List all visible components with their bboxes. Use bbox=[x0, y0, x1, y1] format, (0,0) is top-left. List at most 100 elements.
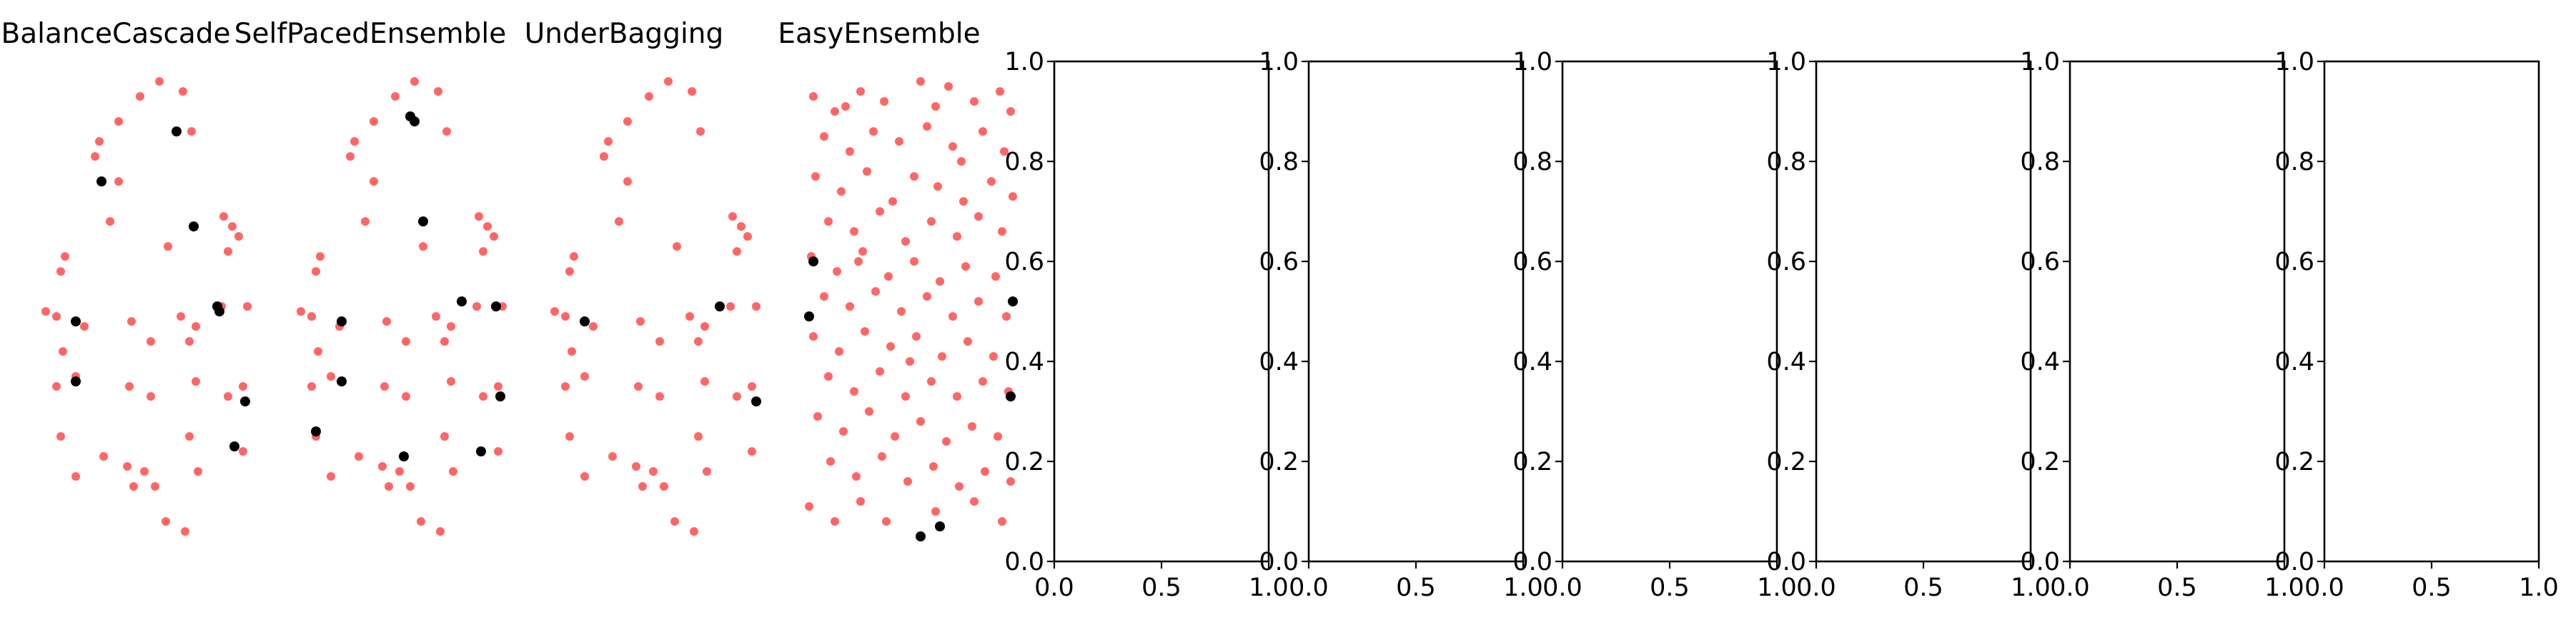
majority-point bbox=[831, 517, 839, 526]
majority-point bbox=[106, 217, 114, 226]
majority-point bbox=[897, 307, 906, 316]
majority-point bbox=[981, 467, 989, 476]
minority-point bbox=[337, 376, 347, 386]
majority-point bbox=[880, 97, 888, 106]
majority-point bbox=[839, 427, 848, 436]
majority-point bbox=[948, 142, 957, 151]
x-tick-label: 0.5 bbox=[1903, 574, 1943, 602]
majority-point bbox=[568, 347, 576, 356]
majority-point bbox=[912, 332, 921, 341]
majority-point bbox=[927, 217, 936, 226]
subplot-title-selfpacedensemble: SelfPacedEnsemble bbox=[234, 18, 506, 50]
subplot-6: 0.0 0.2 0.4 0.6 0.8 1.0 0.0 0.5 1.0 bbox=[1259, 48, 1543, 602]
subplot-7: 0.0 0.2 0.4 0.6 0.8 1.0 0.0 0.5 1.0 bbox=[1512, 48, 1797, 602]
majority-point bbox=[901, 237, 910, 246]
y-tick-label: 0.4 bbox=[1512, 348, 1552, 376]
majority-point bbox=[380, 382, 389, 391]
minority-point bbox=[1008, 296, 1018, 306]
majority-point bbox=[963, 337, 972, 346]
majority-point bbox=[565, 432, 574, 441]
majority-point bbox=[660, 482, 668, 491]
minority-point bbox=[337, 316, 347, 326]
majority-point bbox=[52, 382, 61, 391]
minority-point bbox=[916, 531, 926, 541]
majority-point bbox=[370, 117, 378, 126]
majority-point bbox=[923, 292, 931, 301]
minority-point bbox=[410, 116, 420, 126]
y-tick-label: 0.2 bbox=[1259, 448, 1299, 476]
majority-point bbox=[854, 257, 863, 266]
majority-point bbox=[589, 322, 598, 331]
y-tick-label: 0.8 bbox=[1004, 148, 1044, 176]
majority-point bbox=[878, 452, 886, 461]
majority-point bbox=[837, 187, 846, 196]
majority-point bbox=[177, 312, 185, 321]
minority-point bbox=[311, 426, 321, 436]
majority-point bbox=[748, 447, 756, 456]
majority-point bbox=[127, 317, 136, 326]
y-tick-label: 0.4 bbox=[2274, 348, 2314, 376]
majority-point bbox=[733, 392, 741, 401]
y-tick-label: 0.4 bbox=[2020, 348, 2060, 376]
majority-point bbox=[824, 217, 833, 226]
majority-point bbox=[187, 127, 196, 136]
majority-point bbox=[953, 232, 961, 241]
majority-point bbox=[181, 527, 189, 536]
majority-point bbox=[432, 312, 440, 321]
majority-point bbox=[402, 392, 410, 401]
majority-point bbox=[490, 232, 498, 241]
x-tick-label: 1.0 bbox=[1757, 574, 1797, 602]
majority-point bbox=[1006, 477, 1015, 486]
y-tick-label: 0.8 bbox=[1259, 148, 1299, 176]
majority-point bbox=[968, 422, 976, 431]
majority-point bbox=[370, 177, 378, 186]
y-tick-label: 0.4 bbox=[1259, 348, 1299, 376]
majority-point bbox=[192, 377, 200, 386]
y-tick-label: 0.8 bbox=[1512, 148, 1552, 176]
majority-point bbox=[974, 297, 983, 306]
subplot-5: 0.0 0.2 0.4 0.6 0.8 1.0 0.0 0.5 1.0 bbox=[1004, 48, 1289, 602]
majority-point bbox=[1002, 312, 1011, 321]
majority-point bbox=[151, 482, 159, 491]
y-tick-label: 0.2 bbox=[1512, 448, 1552, 476]
majority-point bbox=[623, 177, 632, 186]
majority-point bbox=[752, 302, 761, 311]
minority-point bbox=[96, 176, 106, 186]
majority-point bbox=[987, 177, 996, 186]
majority-point bbox=[125, 382, 134, 391]
majority-point bbox=[224, 392, 232, 401]
majority-point bbox=[550, 307, 559, 316]
y-tick-label: 1.0 bbox=[2274, 48, 2314, 76]
majority-point bbox=[805, 502, 813, 511]
majority-point bbox=[561, 312, 570, 321]
majority-point bbox=[440, 337, 449, 346]
majority-point bbox=[472, 302, 481, 311]
majority-point bbox=[417, 517, 425, 526]
majority-point bbox=[820, 292, 828, 301]
majority-point bbox=[863, 167, 871, 176]
majority-point bbox=[957, 157, 966, 166]
majority-point bbox=[440, 432, 449, 441]
y-tick-label: 0.4 bbox=[1004, 348, 1044, 376]
x-tick-label: 0.0 bbox=[2304, 574, 2344, 602]
majority-point bbox=[901, 392, 910, 401]
minority-point bbox=[240, 396, 250, 406]
majority-point bbox=[239, 382, 247, 391]
majority-point bbox=[831, 107, 839, 116]
x-tick-label: 0.0 bbox=[1542, 574, 1582, 602]
majority-point bbox=[224, 247, 232, 256]
majority-point bbox=[664, 77, 673, 86]
majority-point bbox=[436, 527, 445, 536]
majority-point bbox=[688, 87, 696, 96]
x-tick-label: 1.0 bbox=[1249, 574, 1289, 602]
majority-point bbox=[385, 482, 393, 491]
majority-point bbox=[903, 477, 912, 486]
majority-point bbox=[936, 277, 944, 286]
majority-point bbox=[600, 152, 608, 161]
majority-point bbox=[194, 467, 202, 476]
minority-point bbox=[491, 301, 501, 311]
y-tick-label: 0.0 bbox=[1766, 548, 1806, 576]
minority-point bbox=[172, 126, 182, 136]
x-tick-label: 0.0 bbox=[1796, 574, 1836, 602]
